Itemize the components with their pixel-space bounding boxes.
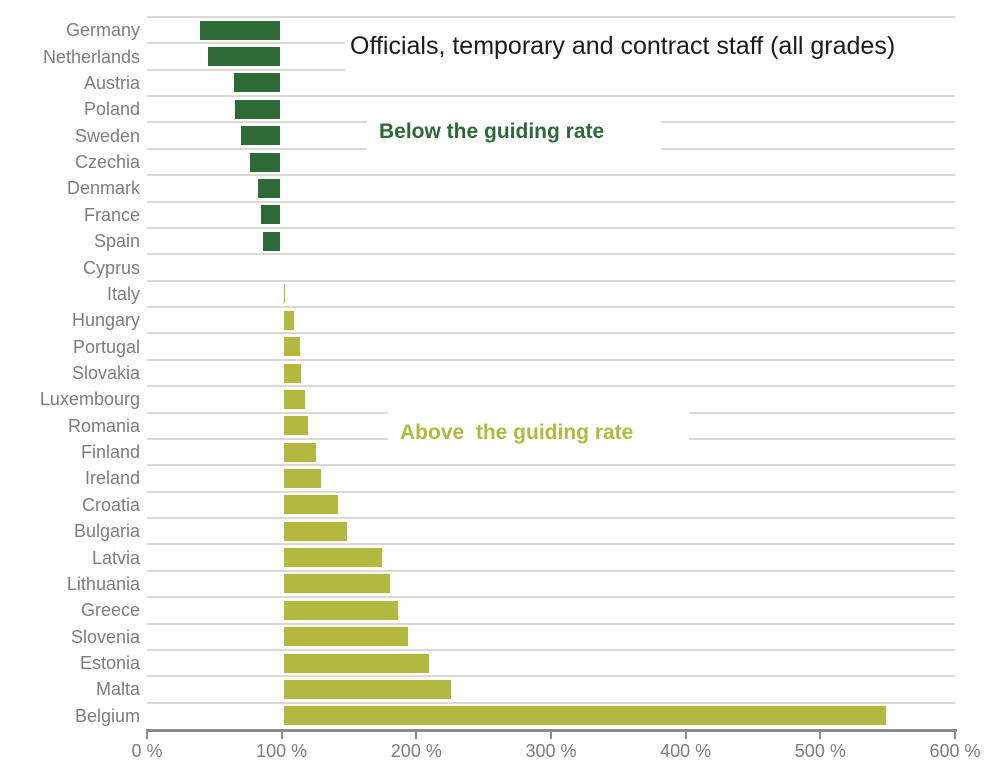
bar-hungary-above-rate [281,308,297,332]
bar-poland-below-rate [233,97,282,121]
gridline [147,464,955,467]
bar-czechia-below-rate [248,150,282,174]
country-label-slovakia: Slovakia [71,363,140,383]
country-label-finland: Finland [80,442,140,463]
country-label-luxembourg: Luxembourg [39,389,140,410]
country-label-romania: Romania [67,415,140,436]
gridline [147,569,955,572]
country-label-malta: Malta [95,679,140,700]
bar-netherlands-below-rate [206,45,282,69]
x-axis-tick-label: 300 % [525,741,577,761]
gridline [147,543,955,546]
country-label-portugal: Portugal [72,336,140,357]
chart-title: Officials, temporary and contract staff … [350,32,896,60]
country-label-france: France [83,204,140,225]
bar-finland-above-rate [281,440,319,464]
bar-lithuania-above-rate [281,572,393,596]
x-axis-tick-label: 0 % [131,741,163,761]
country-label-ireland: Ireland [84,468,140,489]
gridline [147,279,955,282]
x-axis-tick-label: 100 % [256,741,308,761]
country-label-slovenia: Slovenia [70,626,140,647]
bar-bulgaria-above-rate [281,519,349,543]
gridline [147,306,955,309]
x-axis-tick [550,729,552,739]
x-axis-tick [684,729,687,739]
bar-slovenia-above-rate [281,625,410,649]
bar-italy-above-rate [281,282,288,306]
gridline [147,675,955,678]
x-axis-tick [415,729,418,739]
gridline [147,174,955,177]
bar-luxembourg-above-rate [281,387,308,411]
bar-spain-below-rate [261,229,282,253]
chart-title-box: Officials, temporary and contract staff … [345,26,957,92]
gridline [147,253,955,256]
country-label-denmark: Denmark [66,178,140,199]
gridline [147,622,955,625]
country-label-estonia: Estonia [79,653,140,674]
gridline [147,701,955,704]
bar-ireland-above-rate [281,466,324,490]
x-axis-tick [146,729,148,739]
country-label-cyprus: Cyprus [82,257,140,278]
gridline [147,517,955,520]
country-label-sweden: Sweden [74,125,140,146]
bar-portugal-above-rate [281,335,302,359]
bar-belgium-above-rate [281,704,888,728]
bar-slovakia-above-rate [281,361,304,385]
country-label-hungary: Hungary [71,310,140,331]
bar-denmark-below-rate [256,176,282,200]
bar-malta-above-rate [281,677,453,701]
gridline [147,332,955,335]
x-axis-tick-label: 600 % [929,741,981,761]
gridline [147,200,955,203]
bar-croatia-above-rate [281,493,340,517]
x-axis-tick [954,729,956,739]
above-guiding-rate-label: Above the guiding rate [400,421,634,444]
bar-cyprus-above-rate [281,256,286,280]
country-label-greece: Greece [80,600,140,621]
gridline [147,226,955,229]
country-label-netherlands: Netherlands [42,46,140,67]
gridline [147,490,955,493]
country-label-germany: Germany [65,20,140,41]
x-axis-tick-label: 200 % [390,741,442,761]
country-label-poland: Poland [83,99,140,120]
x-axis-tick-label: 400 % [660,741,712,761]
bar-germany-below-rate [198,18,282,42]
below-guiding-rate-note-box: Below the guiding rate [367,109,661,154]
x-axis-tick [819,729,822,739]
gridline [147,16,955,18]
country-label-lithuania: Lithuania [66,573,140,594]
bar-sweden-below-rate [238,124,282,148]
bar-latvia-above-rate [281,546,384,570]
gridline [147,596,955,599]
country-label-latvia: Latvia [91,547,140,568]
country-label-spain: Spain [93,231,140,252]
bar-greece-above-rate [281,598,401,622]
above-guiding-rate-note-box: Above the guiding rate [388,408,689,458]
country-label-austria: Austria [83,72,140,93]
country-label-bulgaria: Bulgaria [73,521,140,542]
gridline [147,358,955,361]
country-label-italy: Italy [106,283,140,304]
gridline [147,95,955,98]
bar-estonia-above-rate [281,651,432,675]
gridline [147,648,955,651]
gridline [147,385,955,388]
country-label-belgium: Belgium [74,705,140,726]
bar-romania-above-rate [281,414,310,438]
country-label-croatia: Croatia [81,494,140,515]
country-label-czechia: Czechia [74,152,140,173]
x-axis-tick-label: 500 % [794,741,846,761]
bar-austria-below-rate [231,71,282,95]
bar-france-below-rate [258,203,282,227]
x-axis-tick [280,729,283,739]
below-guiding-rate-label: Below the guiding rate [379,119,605,143]
